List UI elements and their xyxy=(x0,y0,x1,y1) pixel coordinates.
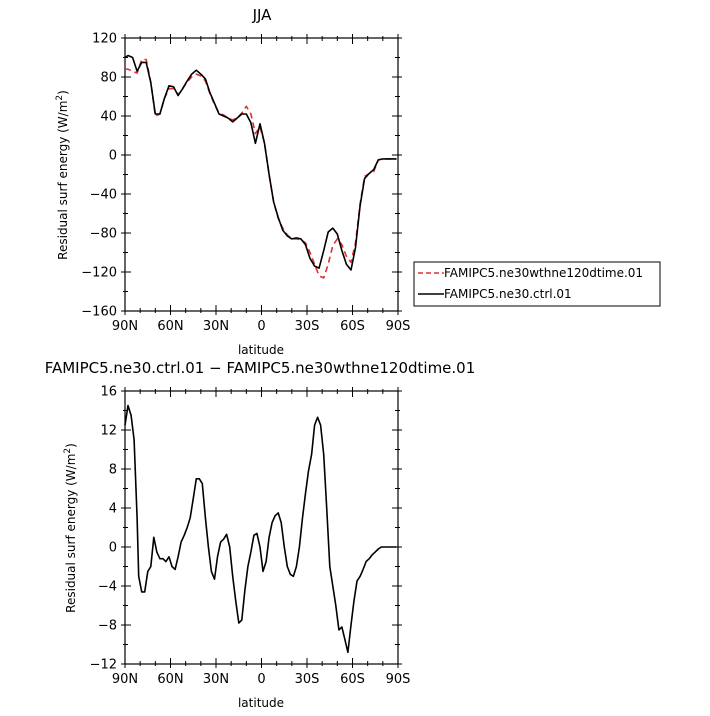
bottom-y-tick-label: 16 xyxy=(100,385,117,400)
top-x-tick-label: 0 xyxy=(257,319,265,334)
top-x-tick-label: 30S xyxy=(295,319,320,334)
top-series-lines xyxy=(124,54,397,279)
bottom-tick-marks xyxy=(121,387,402,668)
top-series-line-0 xyxy=(125,58,397,279)
bottom-y-axis-title: Residual surf energy (W/m2) xyxy=(63,443,78,613)
legend-box xyxy=(413,261,661,307)
bottom-plot-frame xyxy=(124,390,399,665)
bottom-x-tick-label: 90N xyxy=(112,672,138,687)
top-x-tick-label: 30N xyxy=(203,319,229,334)
bottom-y-tick-label: −4 xyxy=(98,580,117,595)
top-chart: JJA 90N 60N 30N 0 30S 60S 90S 120 80 40 0 −40 −80 −1… xyxy=(55,6,661,357)
bottom-x-tick-label: 30N xyxy=(203,672,229,687)
bottom-y-tick-label: 0 xyxy=(109,541,117,556)
bottom-x-tick-label: 30S xyxy=(295,672,320,687)
legend: FAMIPC5.ne30wthne120dtime.01 FAMIPC5.ne3… xyxy=(413,261,661,307)
top-y-tick-label: −160 xyxy=(81,305,117,320)
top-y-tick-label: 80 xyxy=(100,71,117,86)
top-y-tick-label: 120 xyxy=(92,32,117,47)
bottom-x-tick-labels: 90N 60N 30N 0 30S 60S 90S xyxy=(112,672,411,687)
bottom-x-tick-label: 0 xyxy=(257,672,265,687)
top-x-tick-label: 90S xyxy=(386,319,411,334)
top-x-tick-labels: 90N 60N 30N 0 30S 60S 90S xyxy=(112,319,411,334)
top-y-tick-label: −80 xyxy=(90,227,117,242)
bottom-x-tick-label: 60S xyxy=(340,672,365,687)
bottom-y-tick-labels: 16 12 8 4 0 −4 −8 −12 xyxy=(90,385,117,673)
top-y-axis-title: Residual surf energy (W/m2) xyxy=(55,90,70,260)
legend-label-control: FAMIPC5.ne30.ctrl.01 xyxy=(444,287,572,301)
top-chart-title: JJA xyxy=(252,6,273,24)
bottom-y-axis-title-main: Residual surf energy (W/m xyxy=(64,454,78,613)
bottom-series-lines xyxy=(124,404,397,654)
top-y-tick-label: 0 xyxy=(109,149,117,164)
bottom-y-tick-label: −8 xyxy=(98,619,117,634)
top-plot-frame xyxy=(124,37,399,312)
bottom-y-tick-label: 8 xyxy=(109,463,117,478)
bottom-y-axis-title-sup: 2 xyxy=(63,448,73,454)
bottom-series-line-0 xyxy=(124,404,397,654)
top-x-tick-label: 90N xyxy=(112,319,138,334)
top-y-tick-label: −120 xyxy=(81,266,117,281)
top-y-axis-title-close: ) xyxy=(56,90,70,95)
bottom-y-axis-title-close: ) xyxy=(64,443,78,448)
top-x-tick-label: 60S xyxy=(340,319,365,334)
bottom-chart: FAMIPC5.ne30.ctrl.01 − FAMIPC5.ne30wthne… xyxy=(45,359,476,710)
bottom-chart-title: FAMIPC5.ne30.ctrl.01 − FAMIPC5.ne30wthne… xyxy=(45,359,476,377)
top-y-tick-label: 40 xyxy=(100,110,117,125)
top-series-line-1 xyxy=(124,54,397,271)
legend-label-experiment: FAMIPC5.ne30wthne120dtime.01 xyxy=(444,266,643,280)
top-tick-marks xyxy=(121,34,402,315)
bottom-y-tick-label: −12 xyxy=(90,658,117,673)
top-y-tick-label: −40 xyxy=(90,188,117,203)
top-y-tick-labels: 120 80 40 0 −40 −80 −120 −160 xyxy=(81,32,117,320)
bottom-y-tick-label: 4 xyxy=(109,502,117,517)
bottom-x-axis-title: latitude xyxy=(238,696,284,710)
top-x-tick-label: 60N xyxy=(157,319,183,334)
bottom-x-tick-label: 90S xyxy=(386,672,411,687)
top-x-axis-title: latitude xyxy=(238,343,284,357)
bottom-x-tick-label: 60N xyxy=(157,672,183,687)
bottom-y-tick-label: 12 xyxy=(100,424,117,439)
top-y-axis-title-sup: 2 xyxy=(55,95,65,101)
top-y-axis-title-main: Residual surf energy (W/m xyxy=(56,101,70,260)
